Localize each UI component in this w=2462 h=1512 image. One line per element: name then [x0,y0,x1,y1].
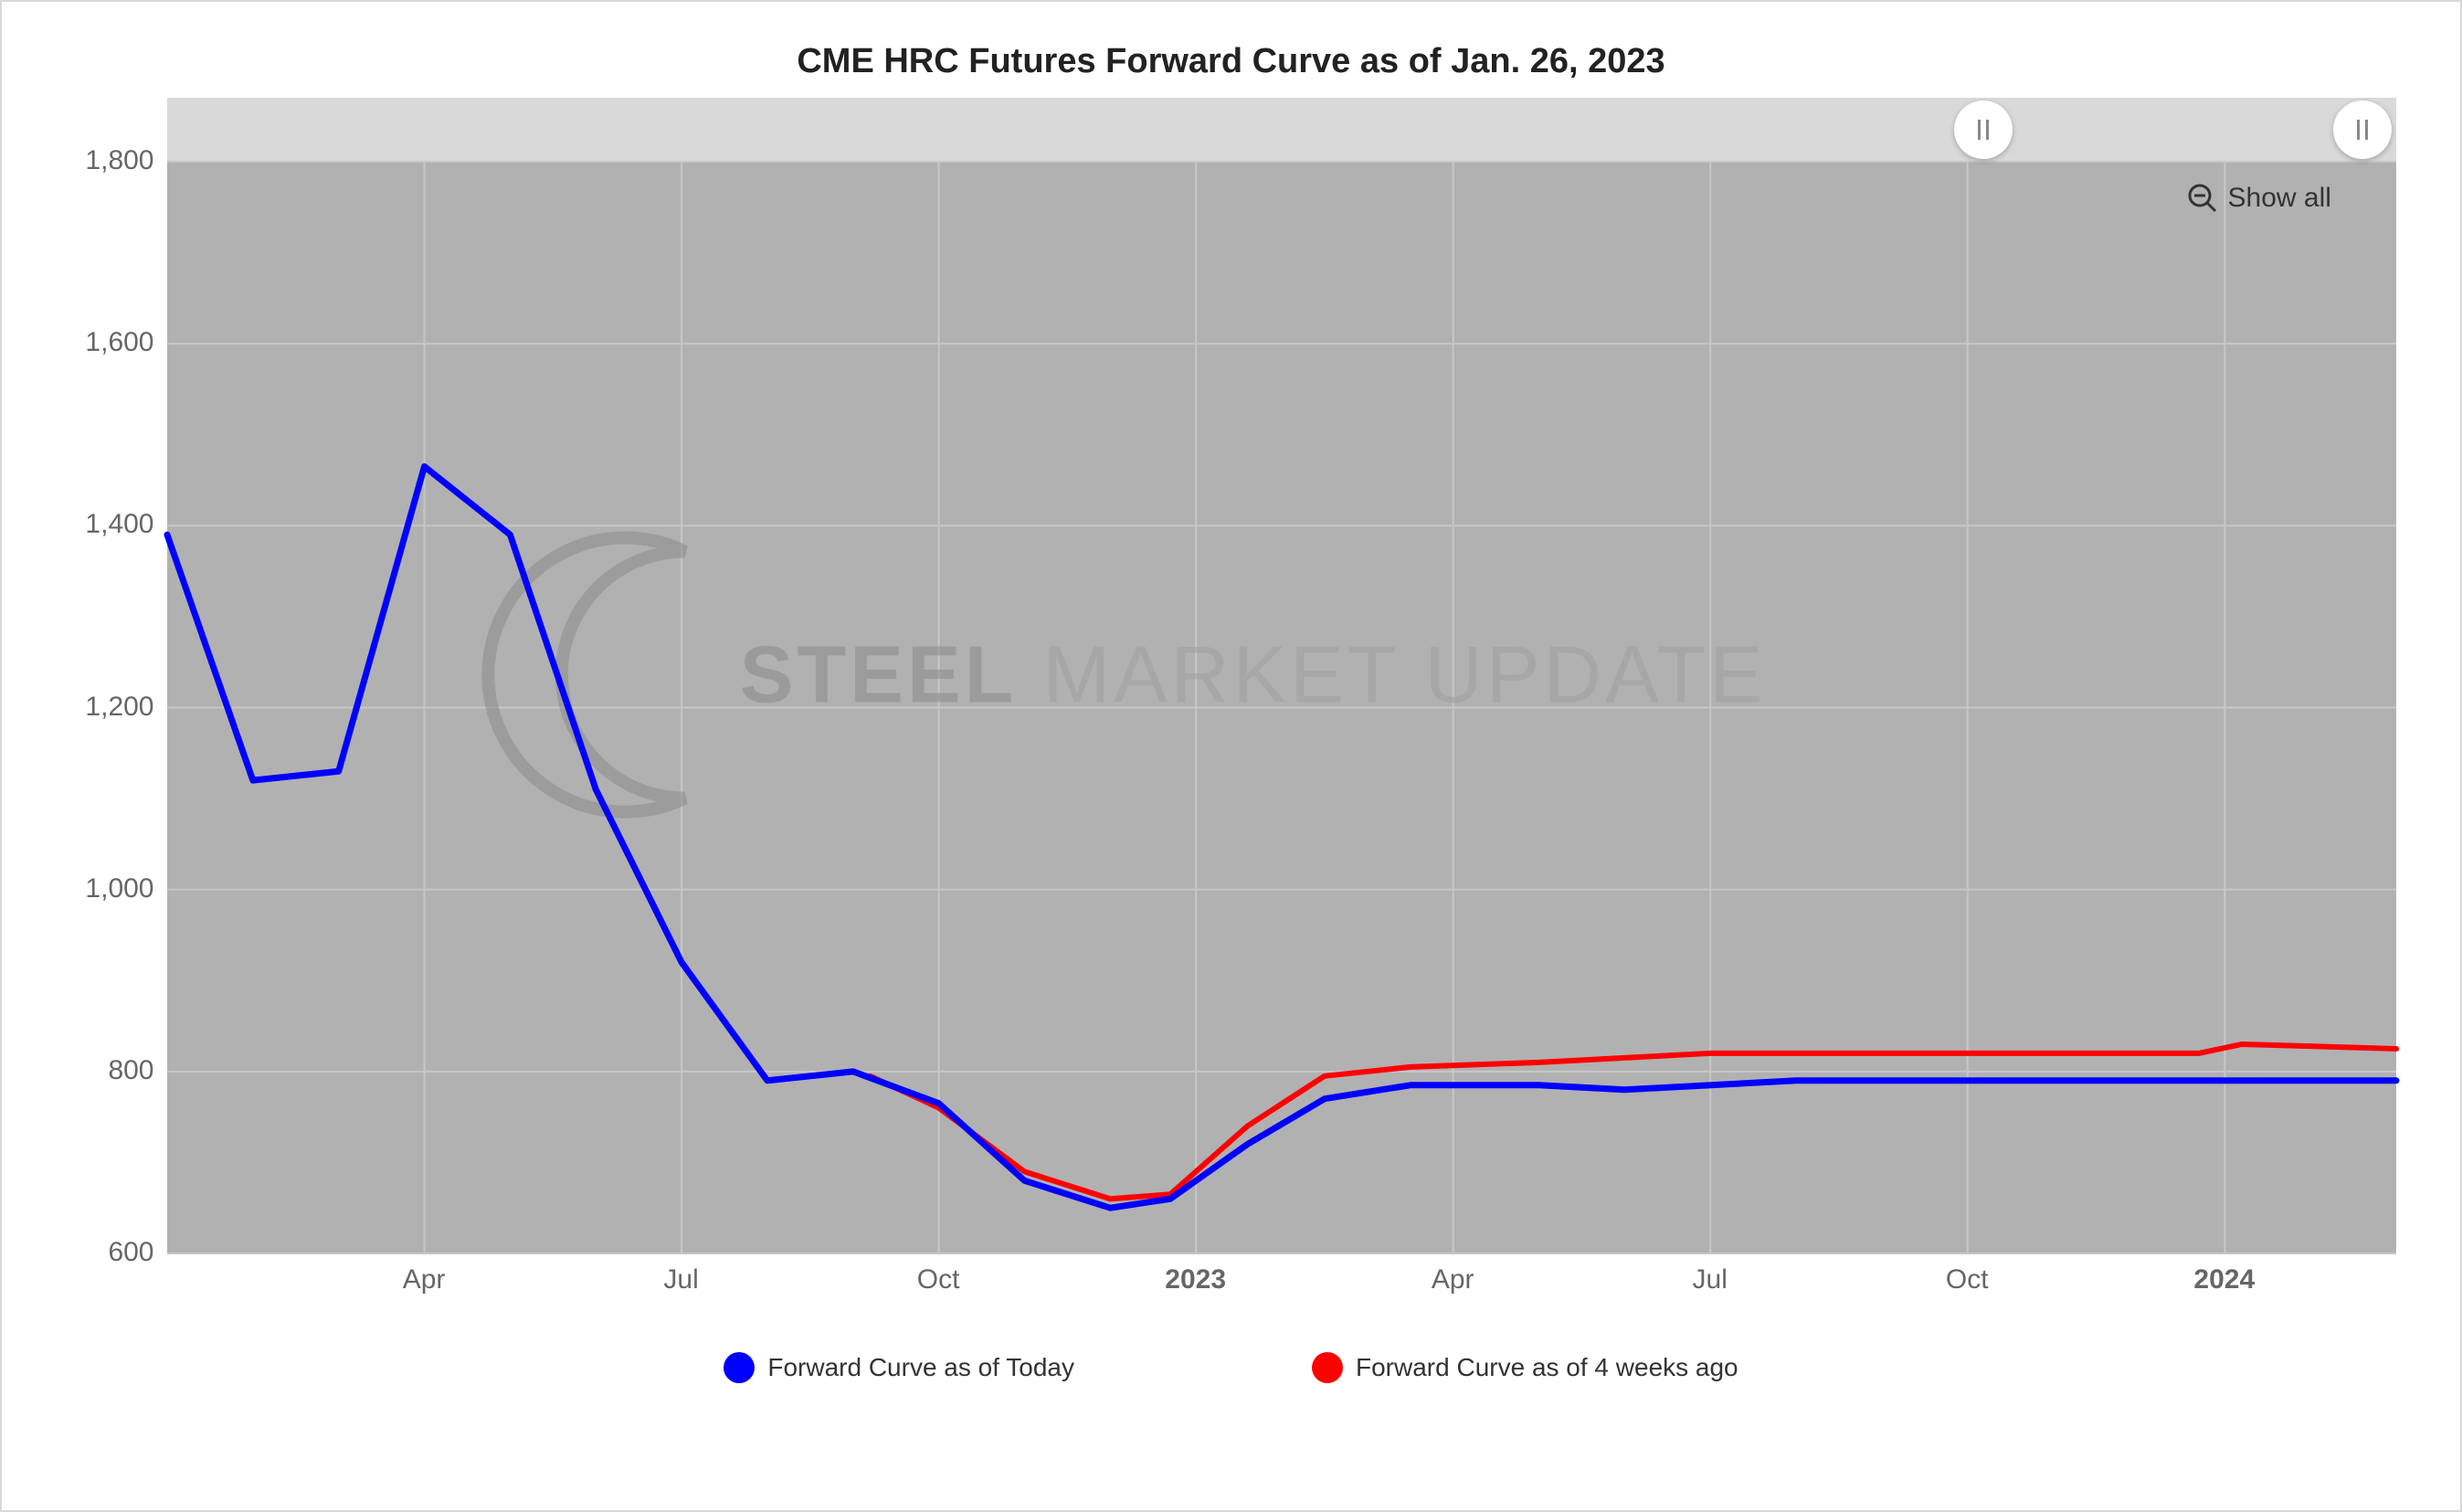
x-tick-label: Apr [1432,1264,1474,1295]
y-tick-label: 1,400 [85,509,153,540]
legend: Forward Curve as of Today Forward Curve … [27,1352,2435,1383]
chart-area: STEEL MARKET UPDATE 600 800 1,000 1,200 1,400… [30,98,2433,1327]
scrollbar-handle-right[interactable] [2333,100,2392,159]
x-tick-label: Jul [663,1264,698,1295]
x-tick-label: Oct [917,1264,960,1295]
legend-item-today[interactable]: Forward Curve as of Today [724,1352,1074,1383]
y-tick-label: 600 [108,1237,153,1268]
x-tick-label: Apr [403,1264,446,1295]
scrollbar-track[interactable] [167,98,2396,162]
x-tick-label: 2024 [2193,1264,2255,1295]
legend-dot-today [724,1352,755,1383]
y-tick-label: 1,600 [85,327,153,358]
y-tick-label: 1,000 [85,873,153,904]
y-tick-label: 1,800 [85,145,153,176]
show-all-label: Show all [2228,183,2331,214]
chart-title: CME HRC Futures Forward Curve as of Jan.… [27,42,2435,81]
x-tick-label: Oct [1946,1264,1989,1295]
legend-item-4weeks[interactable]: Forward Curve as of 4 weeks ago [1312,1352,1738,1383]
legend-label-4weeks: Forward Curve as of 4 weeks ago [1356,1353,1738,1382]
svg-text:STEEL MARKET UPDATE: STEEL MARKET UPDATE [739,629,1766,720]
legend-dot-4weeks [1312,1352,1343,1383]
y-tick-label: 1,200 [85,692,153,723]
y-tick-label: 800 [108,1055,153,1086]
x-tick-label: 2023 [1165,1264,1226,1295]
show-all-button[interactable]: Show all [2186,182,2331,215]
scrollbar-handle-left[interactable] [1954,100,2013,159]
zoom-out-icon [2186,182,2219,215]
legend-label-today: Forward Curve as of Today [767,1353,1074,1382]
x-tick-label: Jul [1693,1264,1728,1295]
